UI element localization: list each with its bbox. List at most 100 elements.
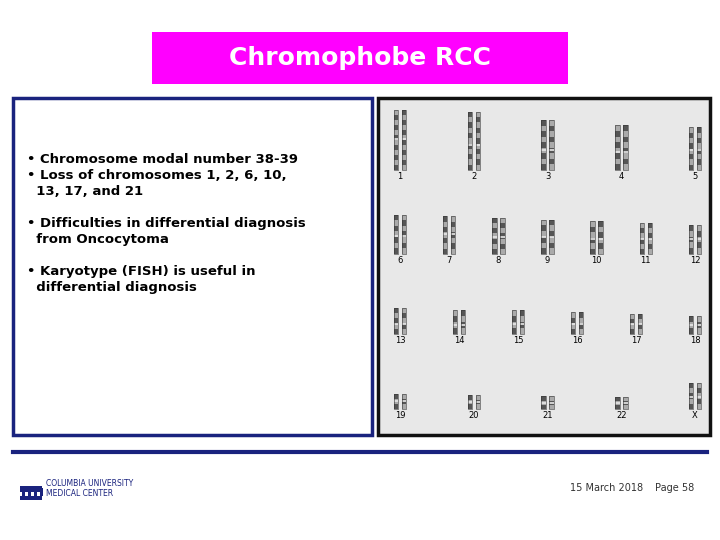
Bar [615,397,619,409]
Bar [623,148,628,153]
Bar [520,322,524,328]
Bar [590,243,595,248]
Text: • Difficulties in differential diagnosis: • Difficulties in differential diagnosis [27,217,306,230]
Bar [697,316,701,322]
Bar [689,138,693,143]
Bar [475,395,480,400]
Bar [451,227,456,232]
Bar [475,144,480,149]
Bar [689,404,693,409]
Bar [500,249,505,254]
Bar [394,110,398,170]
Bar [598,221,603,254]
Text: 2: 2 [471,172,477,181]
Bar [541,248,546,254]
Bar [549,159,554,165]
Bar [402,308,406,334]
Bar [615,148,619,153]
Bar [475,400,480,404]
Bar [394,140,398,145]
Bar [615,125,619,170]
Bar [453,322,457,328]
Bar [598,243,603,248]
Bar [475,112,480,170]
Bar [697,242,701,248]
Bar [402,399,406,404]
Bar [394,125,398,130]
Text: 17: 17 [631,336,642,345]
Bar [689,383,693,388]
Bar [639,249,644,254]
Bar [402,232,406,237]
Bar [579,323,583,328]
Bar [647,223,652,228]
Bar [492,233,497,239]
Bar [451,243,456,248]
Bar [402,125,406,130]
Bar [623,142,628,148]
Bar [453,316,457,322]
Bar [492,218,497,223]
Bar [394,394,398,409]
Bar [697,316,701,334]
Bar [590,232,595,238]
Bar [549,143,554,148]
Bar [689,242,693,248]
Bar [579,328,583,334]
Text: MEDICAL CENTER: MEDICAL CENTER [46,489,113,497]
Bar [20,486,42,492]
Bar [579,312,583,318]
Bar [394,404,398,409]
Bar [520,310,524,316]
Bar [475,165,480,170]
Bar [541,401,546,405]
Bar [500,233,505,239]
Text: • Karyotype (FISH) is useful in: • Karyotype (FISH) is useful in [27,265,256,278]
Bar [697,328,701,334]
Bar [549,396,554,401]
Text: 13: 13 [395,336,405,345]
Bar [402,214,406,220]
Bar [394,130,398,135]
Bar [34,488,37,496]
Bar [461,309,465,316]
Bar [615,125,619,131]
Bar [623,125,628,131]
Text: 10: 10 [591,256,602,265]
Bar [689,322,693,328]
Bar [541,159,546,165]
Bar [443,248,447,254]
Text: 15: 15 [513,336,523,345]
Bar [394,329,398,334]
Bar [443,232,447,238]
Bar [689,383,693,409]
Bar [443,243,447,248]
Bar [697,225,701,254]
Bar [549,120,554,126]
Bar [402,394,406,409]
Text: 21: 21 [542,411,553,420]
Bar [512,322,516,328]
Bar [639,244,644,249]
Bar [500,244,505,249]
Bar [541,396,546,409]
Text: COLUMBIA UNIVERSITY: COLUMBIA UNIVERSITY [46,480,133,489]
Bar [394,135,398,140]
Bar [647,228,652,233]
Bar [453,328,457,334]
Bar [402,313,406,319]
Bar [689,143,693,148]
Bar [394,155,398,160]
Bar [402,220,406,226]
Text: Chromophobe RCC: Chromophobe RCC [229,46,491,70]
Bar [615,405,619,409]
Bar [598,238,603,243]
Bar [590,248,595,254]
Bar [492,228,497,233]
Bar [22,488,25,496]
Bar [541,220,546,254]
Text: Page 58: Page 58 [655,483,694,493]
Bar [520,310,524,334]
Bar [598,232,603,238]
Bar [630,324,634,329]
